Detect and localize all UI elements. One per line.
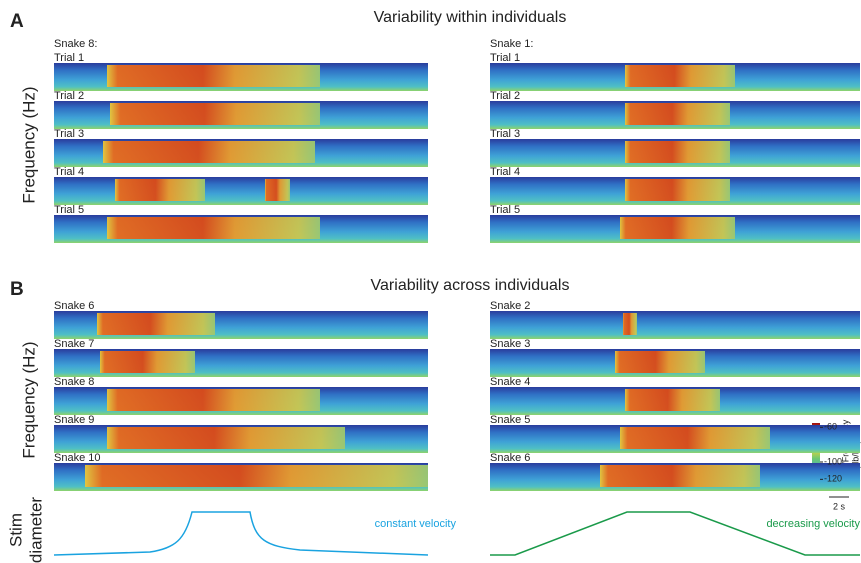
row-label: Snake 4 bbox=[490, 376, 530, 388]
spectrogram-activity bbox=[615, 351, 705, 373]
row-label: Trial 5 bbox=[490, 204, 520, 216]
stim-caption: constant velocity bbox=[375, 518, 457, 530]
spectrogram-activity bbox=[620, 217, 735, 239]
spectrogram-activity bbox=[107, 65, 320, 87]
stim-caption: decreasing velocity bbox=[766, 518, 860, 530]
row-label: Snake 8 bbox=[54, 376, 94, 388]
row-label: Snake 6 bbox=[490, 452, 530, 464]
spectrogram bbox=[54, 177, 428, 205]
row-label: Trial 2 bbox=[54, 90, 84, 102]
scale-bar-label: 2 s bbox=[833, 501, 846, 511]
spectrogram-activity bbox=[625, 65, 735, 87]
spectrogram-activity bbox=[107, 389, 320, 411]
spectrogram-activity bbox=[265, 179, 290, 201]
spectrogram-activity bbox=[110, 103, 320, 125]
panel-title: Variability within individuals bbox=[374, 9, 567, 26]
stim-trace bbox=[54, 512, 428, 555]
spectrogram-activity bbox=[100, 351, 195, 373]
stim-label: Stim bbox=[6, 513, 25, 547]
y-axis-label: Frequency (Hz) bbox=[19, 86, 38, 203]
panel-letter: B bbox=[10, 279, 24, 300]
row-label: Snake 3 bbox=[490, 338, 530, 350]
figure: A Variability within individuals B Varia… bbox=[0, 0, 861, 563]
row-label: Trial 3 bbox=[490, 128, 520, 140]
colorbar-tick-label: -100 bbox=[824, 456, 842, 466]
spectrogram-activity bbox=[623, 313, 637, 335]
row-label: Trial 1 bbox=[490, 52, 520, 64]
stim-label: diameter bbox=[26, 497, 45, 563]
spectrogram-activity bbox=[625, 141, 730, 163]
subject-label: Snake 1: bbox=[490, 38, 533, 50]
row-label: Trial 3 bbox=[54, 128, 84, 140]
spectrogram-activity bbox=[600, 465, 760, 487]
spectrogram bbox=[490, 311, 860, 339]
y-axis-label: Frequency (Hz) bbox=[19, 341, 38, 458]
row-label: Trial 5 bbox=[54, 204, 84, 216]
panel-letter: A bbox=[10, 11, 24, 32]
spectrogram-activity bbox=[107, 217, 320, 239]
spectrogram-activity bbox=[620, 427, 770, 449]
colorbar-tick-label: -120 bbox=[824, 474, 842, 484]
spectrogram-activity bbox=[107, 427, 345, 449]
spectrogram-activity bbox=[625, 103, 730, 125]
row-label: Snake 6 bbox=[54, 300, 94, 312]
row-label: Trial 1 bbox=[54, 52, 84, 64]
row-label: Snake 9 bbox=[54, 414, 94, 426]
row-label: Snake 5 bbox=[490, 414, 530, 426]
subject-label: Snake 8: bbox=[54, 38, 97, 50]
spectrogram-activity bbox=[97, 313, 215, 335]
row-label: Snake 2 bbox=[490, 300, 530, 312]
spectrogram-activity bbox=[625, 389, 720, 411]
row-label: Snake 10 bbox=[54, 452, 100, 464]
spectrogram-activity bbox=[115, 179, 205, 201]
row-label: Trial 4 bbox=[54, 166, 84, 178]
spectrogram-activity bbox=[85, 465, 428, 487]
colorbar-tick-label: -60 bbox=[824, 422, 837, 432]
row-label: Trial 4 bbox=[490, 166, 520, 178]
spectrogram-activity bbox=[625, 179, 730, 201]
panel-title: Variability across individuals bbox=[371, 277, 570, 294]
row-label: Trial 2 bbox=[490, 90, 520, 102]
spectrogram-activity bbox=[103, 141, 315, 163]
row-label: Snake 7 bbox=[54, 338, 94, 350]
